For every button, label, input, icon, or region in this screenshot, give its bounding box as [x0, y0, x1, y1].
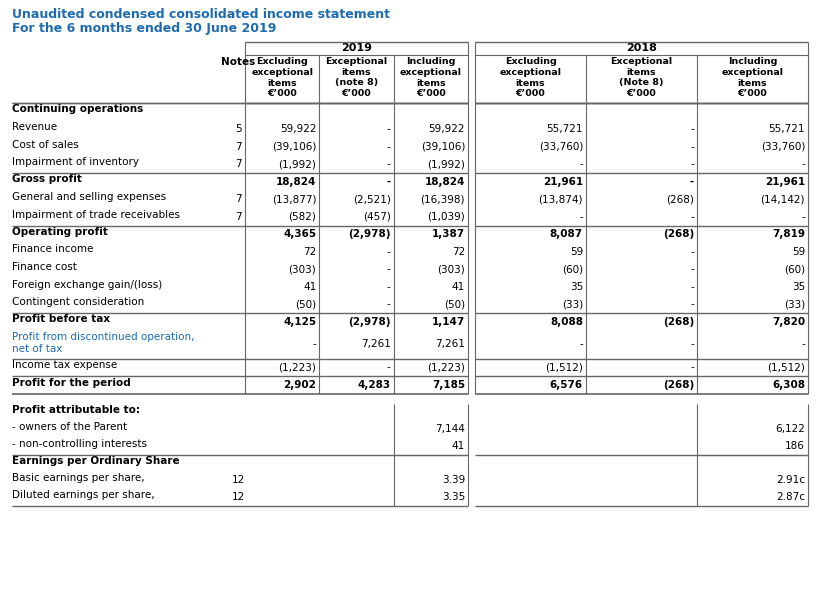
Text: 35: 35	[570, 282, 583, 292]
Text: 7,819: 7,819	[772, 229, 805, 240]
Text: 55,721: 55,721	[547, 124, 583, 134]
Text: (13,874): (13,874)	[539, 194, 583, 204]
Text: 21,961: 21,961	[543, 177, 583, 187]
Text: 72: 72	[303, 247, 317, 257]
Text: (268): (268)	[663, 380, 694, 390]
Text: 4,283: 4,283	[357, 380, 391, 390]
Text: -: -	[387, 362, 391, 372]
Text: (33): (33)	[783, 299, 805, 309]
Text: (1,039): (1,039)	[428, 212, 465, 222]
Text: Profit for the period: Profit for the period	[12, 378, 131, 387]
Text: -: -	[690, 124, 694, 134]
Text: 7: 7	[235, 212, 242, 222]
Text: 59: 59	[792, 247, 805, 257]
Text: -: -	[690, 282, 694, 292]
Text: 6,308: 6,308	[772, 380, 805, 390]
Text: (33): (33)	[561, 299, 583, 309]
Text: (268): (268)	[663, 317, 694, 326]
Text: (33,760): (33,760)	[539, 142, 583, 152]
Text: -: -	[690, 362, 694, 372]
Text: - non-controlling interests: - non-controlling interests	[12, 439, 147, 449]
Text: -: -	[801, 159, 805, 169]
Text: 3.35: 3.35	[441, 492, 465, 502]
Text: -: -	[387, 282, 391, 292]
Text: 21,961: 21,961	[765, 177, 805, 187]
Text: 2019: 2019	[341, 43, 372, 53]
Text: Impairment of inventory: Impairment of inventory	[12, 157, 139, 167]
Text: 18,824: 18,824	[276, 177, 317, 187]
Text: 2018: 2018	[626, 43, 657, 53]
Text: General and selling expenses: General and selling expenses	[12, 192, 166, 202]
Text: Continuing operations: Continuing operations	[12, 105, 144, 114]
Text: (60): (60)	[562, 264, 583, 274]
Text: (13,877): (13,877)	[272, 194, 317, 204]
Text: -: -	[801, 339, 805, 350]
Text: 7,144: 7,144	[435, 424, 465, 434]
Text: 4,365: 4,365	[283, 229, 317, 240]
Text: -: -	[579, 212, 583, 222]
Text: Exceptional
items
(note 8)
€’000: Exceptional items (note 8) €’000	[326, 57, 388, 98]
Text: Impairment of trade receivables: Impairment of trade receivables	[12, 210, 180, 219]
Text: (457): (457)	[363, 212, 391, 222]
Text: Gross profit: Gross profit	[12, 174, 82, 184]
Text: Diluted earnings per share,: Diluted earnings per share,	[12, 490, 154, 500]
Text: -: -	[690, 339, 694, 350]
Text: 55,721: 55,721	[769, 124, 805, 134]
Text: 7,820: 7,820	[772, 317, 805, 326]
Text: -: -	[690, 142, 694, 152]
Text: 186: 186	[785, 441, 805, 451]
Text: 8,087: 8,087	[550, 229, 583, 240]
Text: Foreign exchange gain/(loss): Foreign exchange gain/(loss)	[12, 280, 162, 289]
Text: (33,760): (33,760)	[761, 142, 805, 152]
Text: -: -	[579, 159, 583, 169]
Text: (50): (50)	[444, 299, 465, 309]
Text: Excluding
exceptional
items
€’000: Excluding exceptional items €’000	[251, 57, 313, 98]
Text: 41: 41	[452, 282, 465, 292]
Text: 2.91c: 2.91c	[776, 475, 805, 485]
Text: (60): (60)	[784, 264, 805, 274]
Text: 1,387: 1,387	[432, 229, 465, 240]
Text: -: -	[387, 299, 391, 309]
Text: -: -	[387, 159, 391, 169]
Text: Including
exceptional
items
€’000: Including exceptional items €’000	[721, 57, 783, 98]
Text: -: -	[690, 299, 694, 309]
Text: Basic earnings per share,: Basic earnings per share,	[12, 473, 144, 483]
Text: -: -	[387, 142, 391, 152]
Text: -: -	[387, 247, 391, 257]
Text: (268): (268)	[666, 194, 694, 204]
Text: (39,106): (39,106)	[420, 142, 465, 152]
Text: Earnings per Ordinary Share: Earnings per Ordinary Share	[12, 456, 180, 466]
Text: Profit attributable to:: Profit attributable to:	[12, 405, 140, 415]
Text: 8,088: 8,088	[550, 317, 583, 326]
Text: -: -	[801, 212, 805, 222]
Text: 2.87c: 2.87c	[776, 492, 805, 502]
Text: -: -	[690, 247, 694, 257]
Text: (1,512): (1,512)	[545, 362, 583, 372]
Text: Cost of sales: Cost of sales	[12, 139, 79, 150]
Text: 6,122: 6,122	[775, 424, 805, 434]
Text: 5: 5	[235, 124, 242, 134]
Text: 1,147: 1,147	[432, 317, 465, 326]
Text: (582): (582)	[289, 212, 317, 222]
Text: (1,992): (1,992)	[278, 159, 317, 169]
Text: (303): (303)	[437, 264, 465, 274]
Text: 18,824: 18,824	[424, 177, 465, 187]
Text: 41: 41	[452, 441, 465, 451]
Text: -: -	[313, 339, 317, 350]
Text: Contingent consideration: Contingent consideration	[12, 297, 144, 307]
Text: 7,185: 7,185	[432, 380, 465, 390]
Text: (14,142): (14,142)	[761, 194, 805, 204]
Text: -: -	[387, 177, 391, 187]
Text: (2,521): (2,521)	[353, 194, 391, 204]
Text: 12: 12	[232, 492, 245, 502]
Text: -: -	[690, 159, 694, 169]
Text: -: -	[690, 212, 694, 222]
Text: (1,223): (1,223)	[278, 362, 317, 372]
Text: -: -	[579, 339, 583, 350]
Text: 35: 35	[792, 282, 805, 292]
Text: 7: 7	[235, 159, 242, 169]
Text: 59,922: 59,922	[428, 124, 465, 134]
Text: 3.39: 3.39	[441, 475, 465, 485]
Text: Revenue: Revenue	[12, 122, 57, 132]
Text: (1,223): (1,223)	[427, 362, 465, 372]
